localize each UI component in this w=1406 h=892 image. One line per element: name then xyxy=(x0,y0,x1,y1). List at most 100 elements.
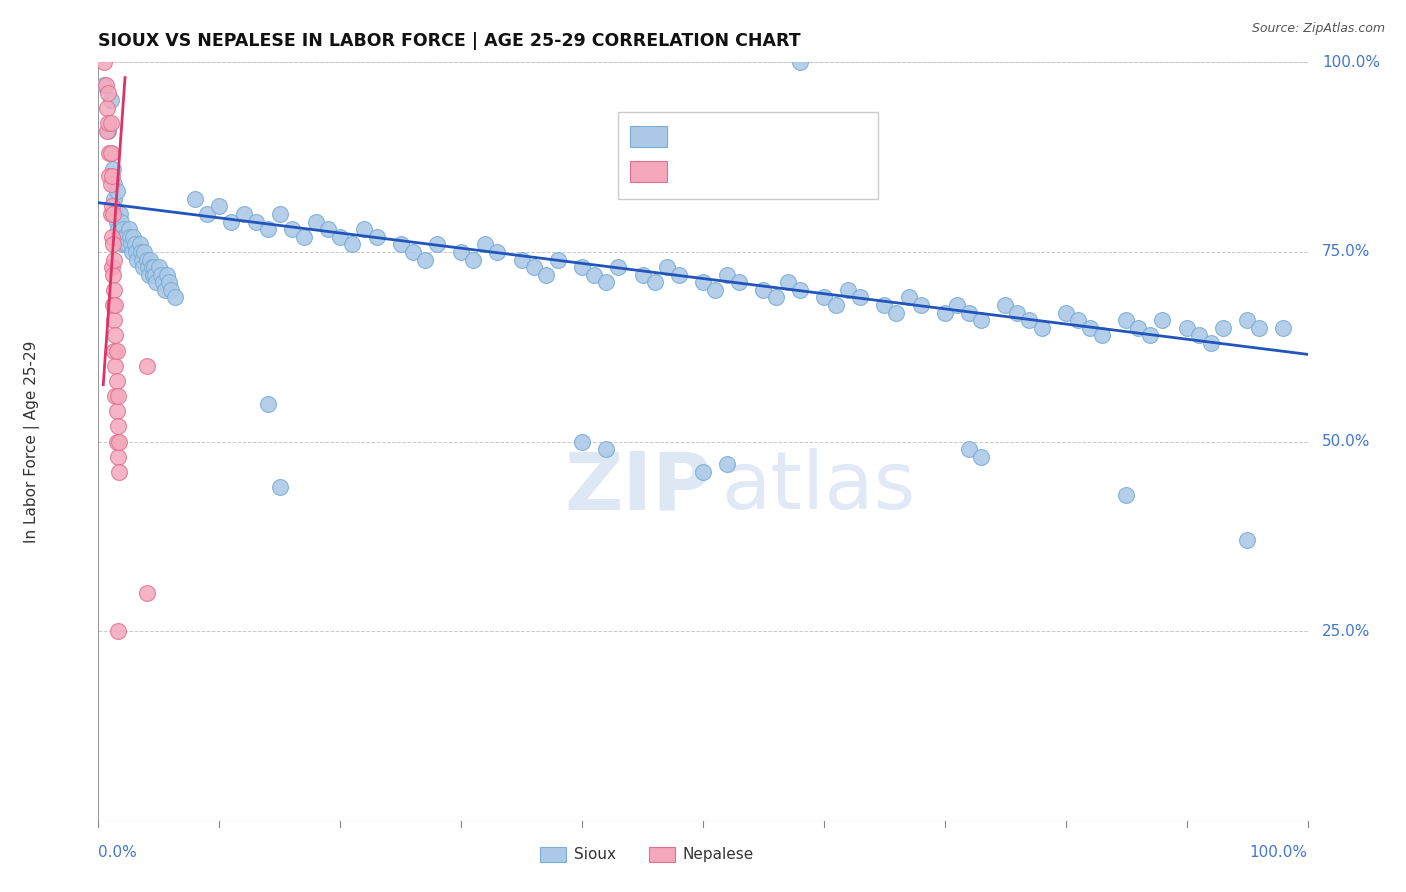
Point xyxy=(825,298,848,312)
Point xyxy=(547,252,569,267)
Point xyxy=(100,169,122,184)
FancyBboxPatch shape xyxy=(630,126,666,147)
Point xyxy=(110,214,132,228)
Point xyxy=(1249,320,1271,334)
Point xyxy=(138,268,160,282)
Point xyxy=(105,434,128,449)
Point xyxy=(105,214,128,228)
Text: Source: ZipAtlas.com: Source: ZipAtlas.com xyxy=(1251,22,1385,36)
Point xyxy=(100,146,122,161)
Point xyxy=(111,237,134,252)
Point xyxy=(104,298,127,312)
Point xyxy=(108,207,131,221)
Point xyxy=(117,237,139,252)
Point xyxy=(426,237,449,252)
Point xyxy=(139,252,162,267)
Point xyxy=(305,214,328,228)
Point xyxy=(160,283,183,297)
Point xyxy=(292,229,315,244)
Point xyxy=(100,229,122,244)
Point xyxy=(934,305,956,319)
Point xyxy=(474,237,496,252)
Point xyxy=(136,260,159,275)
Point xyxy=(101,207,124,221)
Point xyxy=(98,146,121,161)
Point xyxy=(141,260,163,275)
Point xyxy=(103,192,125,206)
Point xyxy=(97,86,120,100)
Point xyxy=(837,283,859,297)
Point xyxy=(450,244,472,259)
Point xyxy=(100,177,122,191)
Point xyxy=(946,298,969,312)
Point xyxy=(1067,313,1090,327)
Point xyxy=(1031,320,1053,334)
Point xyxy=(108,229,131,244)
Point xyxy=(1236,533,1258,548)
Point xyxy=(342,237,364,252)
Point xyxy=(957,442,980,457)
Point xyxy=(631,268,654,282)
Point xyxy=(143,260,166,275)
Point xyxy=(103,252,125,267)
Point xyxy=(107,419,129,434)
Point xyxy=(103,177,125,191)
Point xyxy=(329,229,352,244)
Point xyxy=(655,260,678,275)
Point xyxy=(281,222,304,236)
Point xyxy=(595,442,617,457)
Point xyxy=(107,624,129,639)
Point xyxy=(534,268,557,282)
Point xyxy=(100,260,122,275)
Point xyxy=(156,268,179,282)
Point xyxy=(208,199,231,213)
Point xyxy=(1078,320,1101,334)
Point xyxy=(1272,320,1295,334)
Point xyxy=(93,55,115,70)
Point xyxy=(105,343,128,358)
Point xyxy=(897,291,920,305)
Point xyxy=(789,55,811,70)
Point xyxy=(103,313,125,327)
Point xyxy=(886,305,908,319)
Point xyxy=(100,94,122,108)
Point xyxy=(316,222,339,236)
Point xyxy=(1212,320,1234,334)
Point xyxy=(153,283,176,297)
Text: ZIP: ZIP xyxy=(564,448,711,526)
Point xyxy=(108,434,131,449)
Point xyxy=(100,207,122,221)
Point xyxy=(97,123,120,137)
Point xyxy=(523,260,546,275)
Point xyxy=(148,260,170,275)
Point xyxy=(910,298,932,312)
Point xyxy=(105,184,128,198)
Point xyxy=(389,237,412,252)
Text: 50.0%: 50.0% xyxy=(1322,434,1371,449)
Point xyxy=(571,434,593,449)
Point xyxy=(131,252,153,267)
Point xyxy=(128,237,150,252)
Point xyxy=(122,229,145,244)
Point xyxy=(1199,335,1222,350)
Point xyxy=(132,260,155,275)
Point xyxy=(486,244,509,259)
Point xyxy=(776,275,799,289)
Point xyxy=(195,207,218,221)
Point xyxy=(765,291,787,305)
Point xyxy=(1115,313,1137,327)
Text: N = 40: N = 40 xyxy=(776,164,828,179)
Point xyxy=(101,268,124,282)
FancyBboxPatch shape xyxy=(630,161,666,182)
Text: 100.0%: 100.0% xyxy=(1322,55,1381,70)
Point xyxy=(1128,320,1150,334)
Text: R = -0.380: R = -0.380 xyxy=(676,129,758,145)
Point xyxy=(103,343,125,358)
Point xyxy=(101,237,124,252)
Point xyxy=(97,116,120,130)
Point xyxy=(114,237,136,252)
Point xyxy=(510,252,533,267)
Point xyxy=(163,291,186,305)
Point xyxy=(1091,328,1114,343)
Point xyxy=(1115,487,1137,501)
